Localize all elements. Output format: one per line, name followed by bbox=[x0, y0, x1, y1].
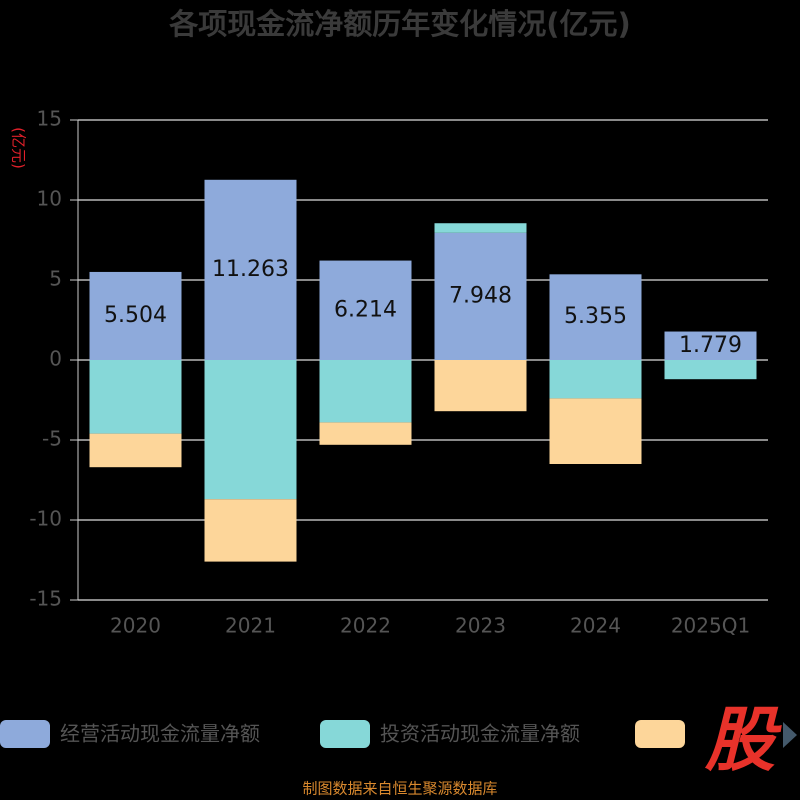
x-tick-label: 2021 bbox=[225, 614, 276, 638]
x-tick-label: 2020 bbox=[110, 614, 161, 638]
data-label: 1.779 bbox=[679, 333, 742, 358]
y-tick-label: 5 bbox=[49, 267, 62, 291]
data-label: 7.948 bbox=[449, 283, 512, 308]
bar-segment bbox=[319, 260, 412, 360]
bar-segment bbox=[89, 433, 182, 468]
legend-label: 投资活动现金流量净额 bbox=[380, 722, 580, 746]
x-tick-label: 2025Q1 bbox=[671, 614, 750, 638]
y-tick-label: -5 bbox=[42, 427, 62, 451]
data-label: 6.214 bbox=[334, 297, 397, 322]
logo: 股 bbox=[704, 699, 782, 781]
bar-segment bbox=[434, 232, 527, 360]
bar-segment bbox=[434, 360, 527, 412]
bar-segment bbox=[434, 223, 527, 233]
bar-segment bbox=[89, 360, 182, 434]
bar-segment bbox=[204, 179, 297, 360]
legend-swatch bbox=[320, 720, 370, 748]
y-tick-label: 0 bbox=[49, 347, 62, 371]
x-tick-label: 2023 bbox=[455, 614, 506, 638]
bar-segment bbox=[664, 331, 757, 360]
bar-segment bbox=[664, 360, 757, 380]
bar-segment bbox=[89, 271, 182, 360]
x-tick-label: 2024 bbox=[570, 614, 621, 638]
y-tick-label: -15 bbox=[29, 587, 62, 611]
bar-segment bbox=[319, 360, 412, 423]
bar-segment bbox=[319, 422, 412, 445]
bar-segment bbox=[204, 499, 297, 562]
legend-page-arrow[interactable] bbox=[783, 722, 797, 748]
data-label: 11.263 bbox=[212, 257, 289, 282]
y-tick-label: 10 bbox=[37, 187, 62, 211]
y-tick-label: -10 bbox=[29, 507, 62, 531]
data-label: 5.355 bbox=[564, 304, 627, 329]
source-note: 制图数据来自恒生聚源数据库 bbox=[302, 780, 497, 798]
legend-swatch bbox=[635, 720, 685, 748]
bar-segment bbox=[204, 360, 297, 500]
bar-segment bbox=[549, 274, 642, 360]
legend-swatch bbox=[0, 720, 50, 748]
x-tick-label: 2022 bbox=[340, 614, 391, 638]
data-label: 5.504 bbox=[104, 303, 167, 328]
bar-segment bbox=[549, 360, 642, 399]
y-axis-label: (亿元) bbox=[10, 127, 28, 169]
legend-label: 经营活动现金流量净额 bbox=[60, 722, 260, 746]
bar-segment bbox=[549, 398, 642, 464]
chart-title: 各项现金流净额历年变化情况(亿元) bbox=[168, 7, 631, 41]
y-tick-label: 15 bbox=[37, 107, 62, 131]
